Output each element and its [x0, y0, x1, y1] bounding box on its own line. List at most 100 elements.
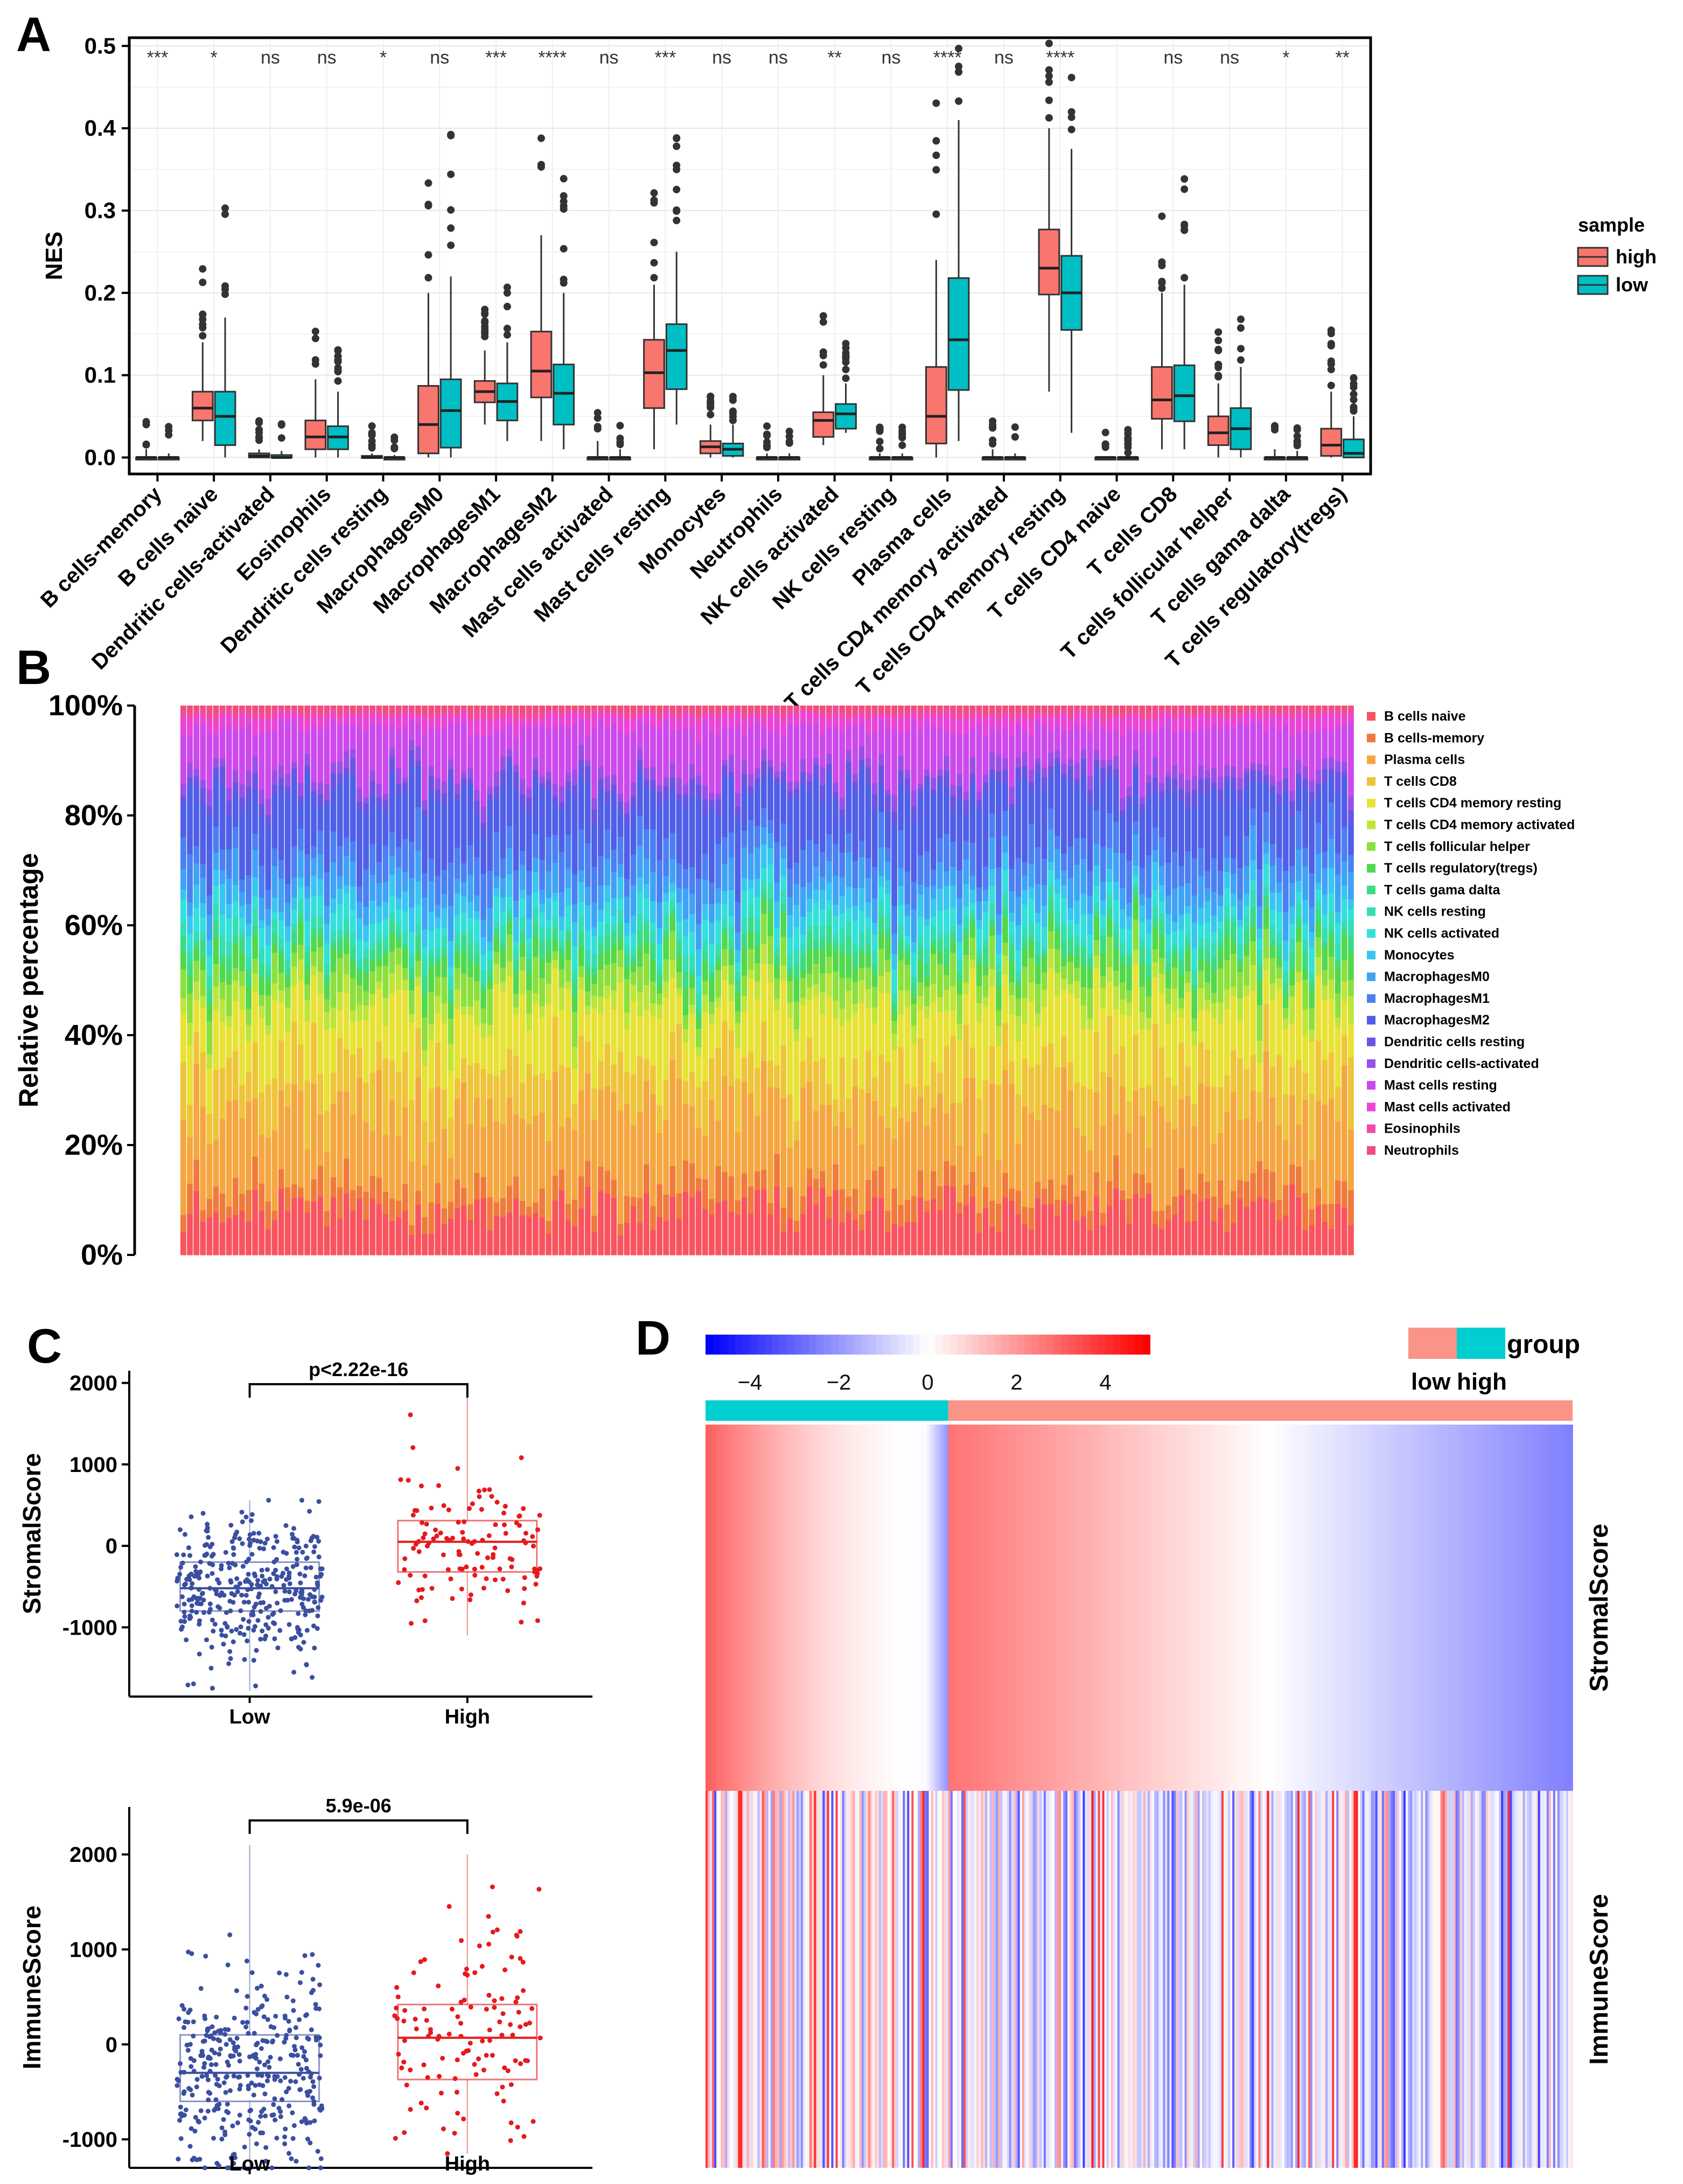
stack-segment [722, 706, 728, 710]
jitter-point [303, 1543, 309, 1548]
stack-segment [317, 878, 324, 895]
stack-segment [1152, 792, 1158, 828]
stack-segment [1296, 982, 1302, 1060]
box-high [530, 331, 553, 399]
jitter-point [460, 1530, 465, 1535]
stack-segment [480, 736, 487, 807]
stack-segment [871, 1007, 878, 1024]
stack-segment [1256, 1121, 1263, 1162]
jitter-point [263, 1606, 269, 1611]
stack-segment [232, 706, 239, 713]
stack-segment [1002, 783, 1008, 811]
stack-segment [1250, 779, 1256, 809]
stack-segment [571, 1129, 578, 1200]
stack-segment [304, 886, 311, 899]
jitter-point [281, 1550, 286, 1555]
stack-segment [630, 1205, 637, 1255]
stack-segment [826, 861, 832, 883]
outlier-point [1327, 360, 1335, 368]
jitter-point [482, 1487, 487, 1492]
stack-segment [539, 927, 546, 943]
stack-segment [963, 1184, 969, 1205]
stack-segment [1263, 731, 1269, 766]
stack-segment [917, 1009, 924, 1039]
box-high [1151, 366, 1173, 420]
stack-segment [1217, 1002, 1224, 1024]
stack-segment [252, 925, 259, 935]
stack-segment [885, 794, 891, 812]
stack-segment [232, 770, 239, 783]
stack-segment [1126, 990, 1133, 1002]
outlier-point [142, 418, 150, 426]
stack-segment [1061, 989, 1067, 1036]
stack-segment [657, 791, 663, 805]
stack-segment [1113, 714, 1119, 717]
stack-segment [513, 737, 519, 765]
stack-segment [819, 852, 826, 877]
stack-segment [428, 721, 435, 727]
stack-segment [382, 937, 389, 948]
stack-segment [232, 944, 239, 968]
stack-segment [741, 975, 748, 996]
stack-segment [1335, 911, 1341, 923]
stack-segment [493, 729, 500, 772]
stack-segment [839, 877, 846, 896]
stack-segment [558, 1010, 565, 1066]
stack-segment [389, 748, 395, 757]
stack-segment [924, 1200, 930, 1212]
stack-segment [1315, 1041, 1322, 1101]
stack-segment [239, 1211, 245, 1255]
stack-segment [1269, 892, 1276, 910]
jitter-point [197, 1587, 202, 1592]
stack-segment [650, 706, 656, 711]
stack-segment [624, 896, 630, 923]
stack-segment [1211, 1017, 1217, 1087]
jitter-point [505, 1588, 511, 1593]
stack-segment [611, 1064, 617, 1093]
stack-segment [422, 929, 428, 947]
stack-segment [722, 727, 728, 760]
stack-segment [728, 779, 735, 833]
stack-segment [956, 720, 963, 734]
stack-segment [976, 964, 982, 987]
stack-segment [1009, 1188, 1015, 1201]
stack-segment [1171, 988, 1178, 1013]
stack-segment [357, 1198, 362, 1255]
stack-segment [839, 927, 846, 944]
stack-segment [474, 1173, 480, 1199]
stack-segment [728, 754, 735, 772]
stack-segment [1028, 1230, 1035, 1255]
stack-segment [1276, 1124, 1282, 1200]
stack-segment [578, 1035, 584, 1091]
stack-segment [643, 708, 650, 714]
stack-segment [1191, 1194, 1198, 1221]
stack-segment [232, 1051, 239, 1100]
stack-segment [917, 706, 924, 712]
legend-label: Monocytes [1384, 947, 1455, 962]
outlier-point [898, 441, 906, 449]
stack-segment [963, 840, 969, 860]
stack-segment [408, 765, 415, 842]
stack-segment [389, 832, 395, 856]
stack-segment [330, 1007, 337, 1028]
stack-segment [539, 958, 546, 978]
stack-segment [1315, 706, 1322, 710]
stack-segment [611, 925, 617, 932]
stack-segment [963, 792, 969, 801]
stack-segment [441, 948, 448, 957]
stack-segment [226, 709, 232, 715]
stack-segment [526, 1064, 532, 1125]
outlier-point [1067, 113, 1076, 121]
stack-segment [1198, 1010, 1204, 1043]
y-tick-label: 0.4 [85, 115, 116, 141]
stack-segment [930, 777, 937, 790]
stack-segment [1341, 1207, 1347, 1255]
stack-segment [657, 729, 663, 786]
stack-segment [271, 717, 278, 731]
stack-segment [441, 712, 448, 716]
stack-segment [1185, 1189, 1191, 1222]
stack-segment [422, 716, 428, 734]
stack-segment [1087, 988, 1093, 1019]
stack-segment [969, 902, 976, 911]
stack-segment [252, 849, 259, 878]
